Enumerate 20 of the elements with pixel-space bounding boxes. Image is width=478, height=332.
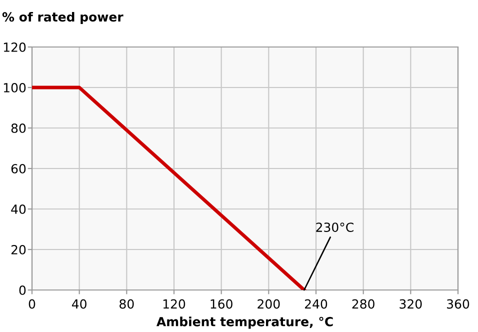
x-tick-label: 240 [304,299,328,309]
y-tick-label: 100 [4,82,26,92]
annotation: 230°C [316,222,354,232]
y-tick-label: 20 [11,244,26,254]
x-tick-label: 320 [400,299,422,309]
y-tick-label: 60 [11,164,26,174]
x-tick-label: 0 [28,299,36,309]
y-tick-label: 0 [19,285,26,295]
x-tick-label: 80 [120,299,134,309]
x-axis-title: Ambient temperature, °C [156,316,333,329]
x-tick-label: 200 [258,299,280,309]
y-axis-title: % of rated power [2,12,124,24]
x-tick-label: 360 [447,299,470,309]
y-tick-label: 120 [4,42,26,52]
x-tick-label: 120 [163,299,186,309]
y-tick-label: 40 [11,204,26,214]
x-tick-label: 40 [72,299,86,309]
x-tick-label: 280 [352,299,374,309]
y-tick-label: 80 [11,123,26,133]
x-tick-label: 160 [210,299,232,309]
